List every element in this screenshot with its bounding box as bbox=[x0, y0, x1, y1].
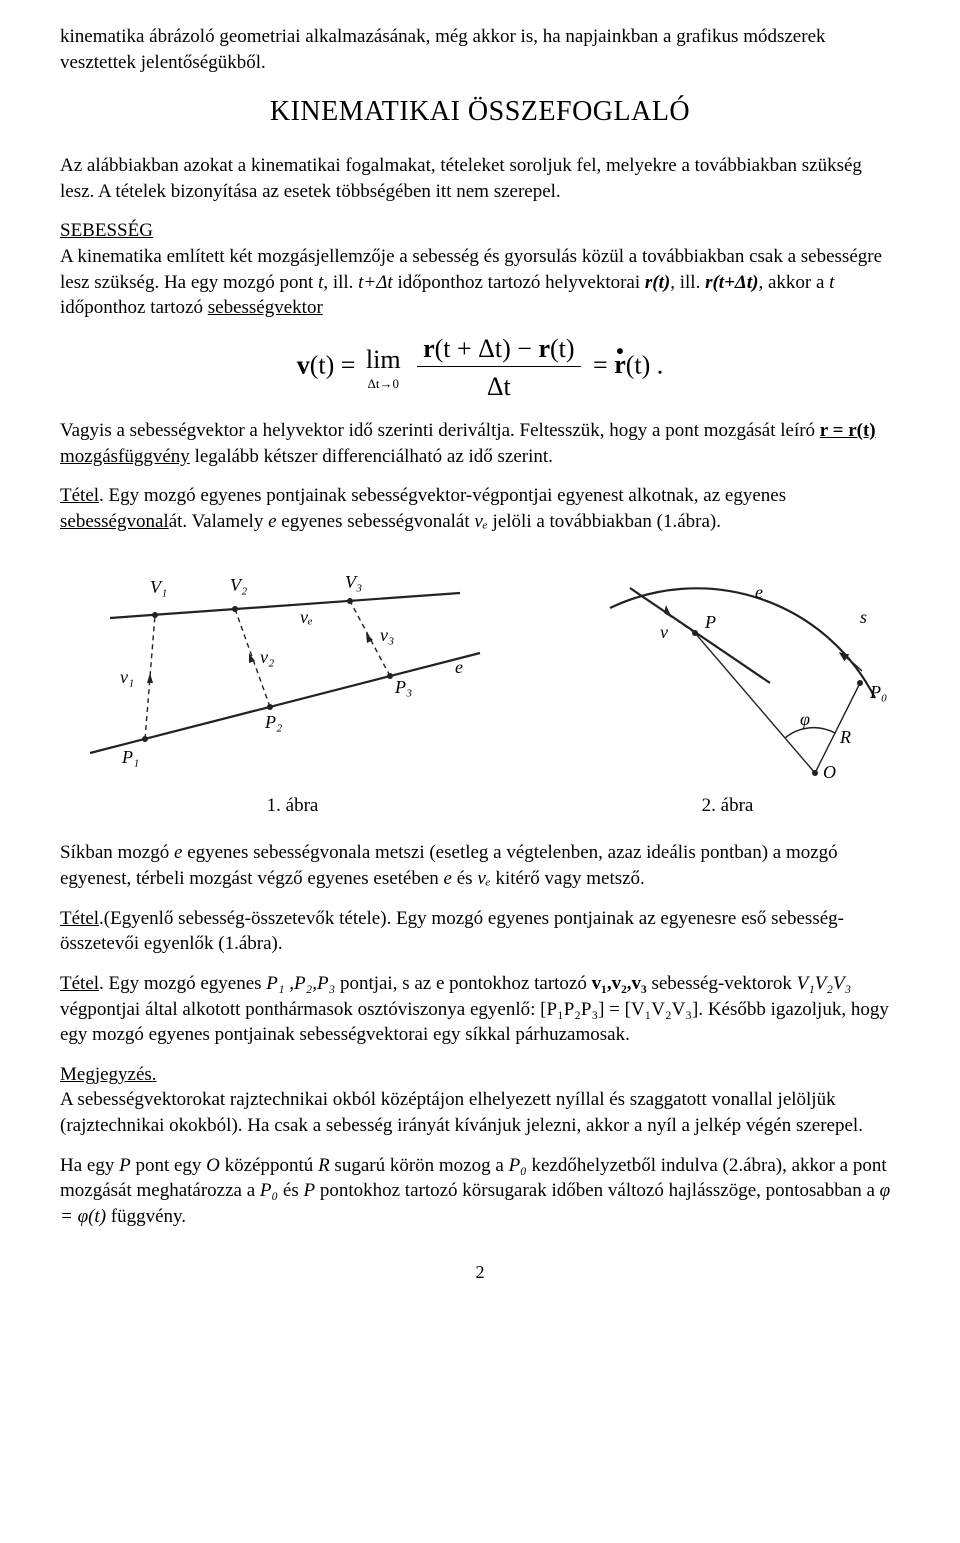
fig2-s: s bbox=[860, 607, 867, 627]
p7-b: pont egy bbox=[131, 1155, 206, 1176]
sebesseg-text-b: , ill. bbox=[323, 272, 358, 293]
page-title: KINEMATIKAI ÖSSZEFOGLALÓ bbox=[60, 93, 900, 131]
velocity-formula: v(t) = limΔt→0 r(t + Δt) − r(t) Δt = r(t… bbox=[60, 331, 900, 404]
p7-f: és bbox=[278, 1180, 303, 1201]
sym-O: O bbox=[206, 1155, 220, 1176]
figure-1-caption: 1. ábra bbox=[60, 793, 495, 819]
p6-a: . Egy mozgó egyenes bbox=[99, 973, 266, 994]
sym-rt: r(t) bbox=[645, 272, 670, 293]
fig2-P0: P₀ bbox=[869, 682, 887, 702]
sym-R: R bbox=[318, 1155, 330, 1176]
fig1-V2: V₂ bbox=[230, 575, 247, 595]
sym-ratio: [P₁P₂P₃] = [V₁V₂V₃] bbox=[540, 999, 698, 1020]
p3-e: jelöli a továbbiakban (1.ábra). bbox=[488, 511, 721, 532]
sym-v123: v₁,v₂,v₃ bbox=[592, 973, 647, 994]
paragraph-7: Ha egy P pont egy O középpontú R sugarú … bbox=[60, 1153, 900, 1230]
fig1-P2: P₂ bbox=[264, 712, 282, 732]
fig2-R: R bbox=[839, 727, 851, 747]
p2-d: legalább kétszer differenciálható az idő… bbox=[190, 446, 553, 467]
sym-P0b: P₀ bbox=[260, 1180, 278, 1201]
sebesseg-text-e: , akkor a bbox=[758, 272, 829, 293]
sebesseg-text-d: , ill. bbox=[670, 272, 705, 293]
fig1-e: e bbox=[455, 657, 463, 677]
p2-a: Vagyis a sebességvektor a helyvektor idő… bbox=[60, 420, 820, 441]
figure-2-caption: 2. ábra bbox=[495, 793, 900, 819]
sym-Pb: P bbox=[303, 1180, 315, 1201]
p3-a: . Egy mozgó egyenes pontjainak sebességv… bbox=[99, 485, 786, 506]
p7-a: Ha egy bbox=[60, 1155, 119, 1176]
tetel-3: Tétel. Egy mozgó egyenes P₁ ,P₂,P₃ pontj… bbox=[60, 971, 900, 1048]
sym-P0: P₀ bbox=[509, 1155, 527, 1176]
megj-body: A sebességvektorokat rajztechnikai okból… bbox=[60, 1089, 863, 1136]
sebesseg-text-g: sebességvektor bbox=[208, 297, 323, 318]
p6-c: sebesség-vektorok bbox=[647, 973, 797, 994]
p6-d: végpontjai által alkotott ponthármasok o… bbox=[60, 999, 540, 1020]
sebesseg-text-f: időponthoz tartozó bbox=[60, 297, 208, 318]
tetel-label-1: Tétel bbox=[60, 485, 99, 506]
fig2-e: e bbox=[755, 582, 763, 602]
sym-ve: vₑ bbox=[474, 511, 487, 532]
page-number: 2 bbox=[60, 1260, 900, 1284]
sebesseg-paragraph: SEBESSÉG A kinematika említett két mozgá… bbox=[60, 218, 900, 321]
sebesseg-heading: SEBESSÉG bbox=[60, 220, 153, 241]
megj-head: Megjegyzés. bbox=[60, 1064, 157, 1085]
page: kinematika ábrázoló geometriai alkalmazá… bbox=[0, 0, 960, 1324]
paragraph-2: Vagyis a sebességvektor a helyvektor idő… bbox=[60, 418, 900, 469]
megjegyzes: Megjegyzés. A sebességvektorokat rajztec… bbox=[60, 1062, 900, 1139]
p4-ve: vₑ bbox=[477, 868, 490, 889]
p4-e2: e bbox=[444, 868, 452, 889]
p4-d: kitérő vagy metsző. bbox=[491, 868, 645, 889]
p7-d: sugarú körön mozog a bbox=[330, 1155, 509, 1176]
figure-1: V₁ V₂ V₃ P₁ P₂ P₃ v₁ v₂ v₃ vₑ e bbox=[60, 563, 490, 783]
fig1-P3: P₃ bbox=[394, 677, 412, 697]
fig1-V1: V₁ bbox=[150, 577, 167, 597]
p7-g: pontokhoz tartozó körsugarak időben vált… bbox=[315, 1180, 880, 1201]
sebesseg-text-c: időponthoz tartozó helyvektorai bbox=[393, 272, 645, 293]
intro-paragraph: kinematika ábrázoló geometriai alkalmazá… bbox=[60, 24, 900, 75]
tetel-1: Tétel. Egy mozgó egyenes pontjainak sebe… bbox=[60, 483, 900, 534]
fig1-ve: vₑ bbox=[300, 607, 313, 627]
fig1-v2: v₂ bbox=[260, 647, 274, 667]
p3-d: egyenes sebességvonalát bbox=[277, 511, 475, 532]
p3-b: sebességvonal bbox=[60, 511, 169, 532]
p7-h: függvény. bbox=[106, 1206, 186, 1227]
fig1-V3: V₃ bbox=[345, 572, 362, 592]
fig1-P1: P₁ bbox=[121, 747, 139, 767]
p5-a: .(Egyenlő sebesség-összetevők tétele). E… bbox=[60, 908, 844, 955]
p3-c: át. Valamely bbox=[169, 511, 268, 532]
fig1-v3: v₃ bbox=[380, 625, 394, 645]
sym-t2: t bbox=[829, 272, 834, 293]
sym-V123: V₁V₂V₃ bbox=[797, 973, 852, 994]
fig2-O: O bbox=[823, 762, 836, 782]
figures-row: V₁ V₂ V₃ P₁ P₂ P₃ v₁ v₂ v₃ vₑ e bbox=[60, 563, 900, 783]
sym-P123: P₁ ,P₂,P₃ bbox=[266, 973, 335, 994]
p4-a: Síkban mozgó bbox=[60, 842, 174, 863]
p2-c: mozgásfüggvény bbox=[60, 446, 190, 467]
sym-rtdt: r(t+Δt) bbox=[705, 272, 758, 293]
p4-c: és bbox=[452, 868, 477, 889]
tetel-2: Tétel.(Egyenlő sebesség-összetevők tétel… bbox=[60, 906, 900, 957]
figure-captions: 1. ábra 2. ábra bbox=[60, 793, 900, 819]
fig2-P: P bbox=[704, 612, 716, 632]
tetel-label-3: Tétel bbox=[60, 973, 99, 994]
figure-2: e s v P P₀ φ R O bbox=[540, 563, 900, 783]
paragraph-4: Síkban mozgó e egyenes sebességvonala me… bbox=[60, 840, 900, 891]
p6-b: pontjai, s az e pontokhoz tartozó bbox=[335, 973, 591, 994]
sym-e: e bbox=[268, 511, 276, 532]
paragraph-1: Az alábbiakban azokat a kinematikai foga… bbox=[60, 153, 900, 204]
fig2-v: v bbox=[660, 622, 668, 642]
sym-tdt: t+Δt bbox=[358, 272, 393, 293]
p2-b: r = r(t) bbox=[820, 420, 876, 441]
p7-c: középpontú bbox=[220, 1155, 318, 1176]
fig1-v1: v₁ bbox=[120, 667, 134, 687]
fig2-phi: φ bbox=[800, 709, 810, 729]
sym-P: P bbox=[119, 1155, 131, 1176]
tetel-label-2: Tétel bbox=[60, 908, 99, 929]
